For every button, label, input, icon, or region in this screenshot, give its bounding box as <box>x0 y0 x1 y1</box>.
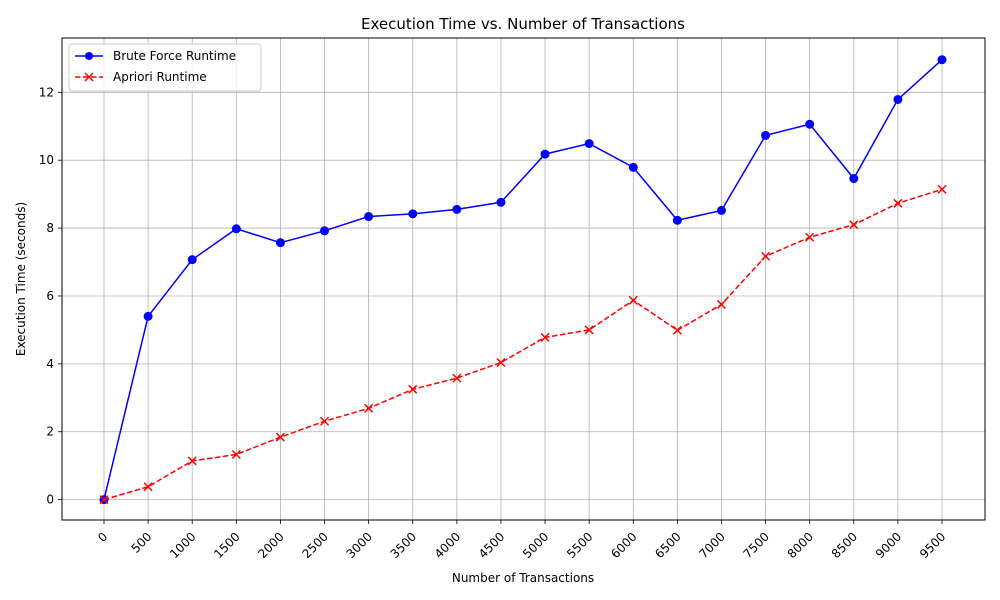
apriori-point <box>319 416 330 426</box>
apriori-point <box>452 373 462 383</box>
brute-force-point <box>849 174 859 184</box>
legend-marker-brute-force <box>85 52 93 60</box>
grid-lines <box>62 38 985 520</box>
series-layer <box>99 55 947 505</box>
apriori-point <box>716 299 727 309</box>
brute-force-point <box>805 119 815 129</box>
brute-force-point <box>937 55 947 65</box>
brute-force-point <box>275 238 285 248</box>
chart-title: Execution Time vs. Number of Transaction… <box>361 15 685 33</box>
apriori-point <box>893 198 903 208</box>
brute-force-point <box>761 130 771 140</box>
legend-items: Brute Force Runtime Apriori Runtime <box>75 49 236 84</box>
apriori-point <box>408 384 418 394</box>
apriori-point <box>496 357 506 368</box>
legend-item-apriori: Apriori Runtime <box>75 70 207 84</box>
y-tick-label: 10 <box>39 153 54 167</box>
legend-marker-apriori <box>84 72 94 82</box>
y-tick-label: 2 <box>46 425 54 439</box>
brute-force-point <box>672 215 682 225</box>
plot-frame <box>61 37 986 521</box>
apriori-point <box>540 332 550 342</box>
brute-force-point <box>584 139 594 149</box>
y-tick-label: 12 <box>39 85 54 99</box>
brute-force-point <box>893 94 903 104</box>
brute-force-point <box>320 226 330 236</box>
brute-force-point <box>496 197 506 207</box>
legend: Brute Force Runtime Apriori Runtime <box>68 43 262 92</box>
legend-frame <box>68 43 262 92</box>
y-tick-label: 6 <box>46 289 54 303</box>
y-tick-label: 0 <box>46 493 54 507</box>
brute-force-point <box>231 224 241 234</box>
apriori-point <box>584 325 594 335</box>
legend-item-brute-force: Brute Force Runtime <box>75 49 236 63</box>
y-axis-label: Execution Time (seconds) <box>14 202 28 356</box>
brute-force-point <box>540 149 550 159</box>
brute-force-point <box>628 162 638 172</box>
apriori-point <box>805 232 815 242</box>
apriori-point <box>187 456 197 466</box>
legend-label-apriori: Apriori Runtime <box>113 70 207 84</box>
brute-force-point <box>143 311 153 321</box>
brute-force-point <box>716 205 726 215</box>
apriori-series <box>99 184 947 505</box>
apriori-point <box>364 403 374 413</box>
apriori-point <box>628 295 638 305</box>
apriori-point <box>275 432 285 442</box>
apriori-point <box>761 251 771 261</box>
legend-label-brute-force: Brute Force Runtime <box>113 49 236 63</box>
apriori-point <box>849 220 859 230</box>
brute-force-point <box>187 255 197 265</box>
brute-force-line <box>103 59 943 500</box>
brute-force-series <box>99 55 947 505</box>
apriori-line <box>103 188 943 501</box>
y-tick-label: 8 <box>46 221 54 235</box>
apriori-point <box>143 482 153 492</box>
apriori-point <box>937 184 947 194</box>
brute-force-point <box>452 204 462 214</box>
apriori-point <box>672 325 682 335</box>
x-axis-label: Number of Transactions <box>452 571 594 585</box>
apriori-point <box>231 449 241 460</box>
y-axis-ticks: 0 2 4 6 8 10 12 <box>39 85 62 507</box>
y-tick-label: 4 <box>46 357 54 371</box>
apriori-point <box>99 495 109 505</box>
brute-force-point <box>364 212 374 222</box>
brute-force-point <box>408 209 418 219</box>
